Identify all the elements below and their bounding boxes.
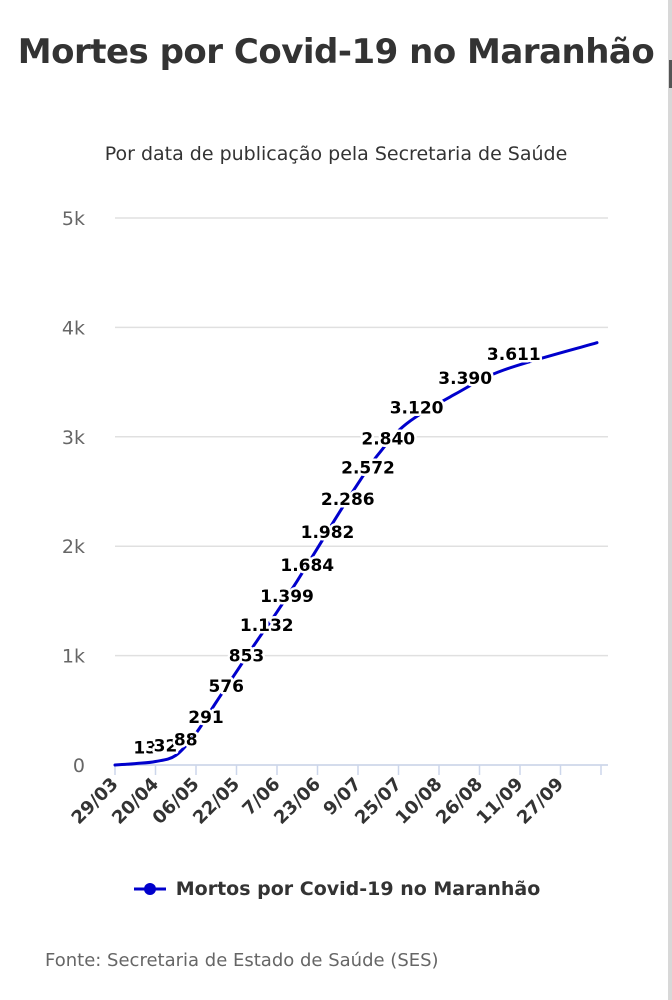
- data-label-halo: 3.611: [487, 345, 541, 365]
- data-label: 3.611: [487, 345, 541, 365]
- data-label-halo: 2.840: [361, 429, 415, 449]
- data-label: 853: [229, 647, 265, 667]
- data-label-halo: 576: [209, 677, 245, 697]
- data-label: 576: [209, 677, 245, 697]
- y-tick-label: 5k: [62, 208, 85, 230]
- data-label: 1.399: [260, 587, 314, 607]
- data-label: 2.572: [341, 459, 395, 479]
- data-label: 1.684: [280, 556, 334, 576]
- data-label: 2.286: [321, 490, 375, 510]
- data-label-halo: 88: [174, 730, 198, 750]
- data-label: 291: [188, 708, 224, 728]
- data-label: 2.840: [361, 429, 415, 449]
- data-label-halo: 1.399: [260, 587, 314, 607]
- data-label-halo: 853: [229, 647, 265, 667]
- source-note: Fonte: Secretaria de Estado de Saúde (SE…: [45, 950, 439, 971]
- y-tick-label: 1k: [62, 646, 85, 668]
- line-chart: 01k2k3k4k5k29/0320/0406/0522/057/0623/06…: [62, 208, 608, 829]
- y-tick-label: 0: [73, 755, 85, 777]
- page-edge-mark: [669, 60, 672, 88]
- data-label-halo: 1.132: [240, 616, 294, 636]
- data-label-halo: 2.286: [321, 490, 375, 510]
- data-label: 1.982: [301, 523, 355, 543]
- x-tick-label: 27/09: [513, 774, 568, 829]
- data-label-halo: 1.684: [280, 556, 334, 576]
- page-edge: [668, 0, 672, 1000]
- chart-title: Mortes por Covid-19 no Maranhão: [17, 32, 655, 72]
- legend-label: Mortos por Covid-19 no Maranhão: [175, 878, 541, 900]
- y-tick-label: 4k: [62, 317, 85, 339]
- data-label-halo: 3.120: [390, 399, 444, 419]
- y-tick-label: 3k: [62, 427, 85, 449]
- data-label-halo: 13: [133, 739, 157, 759]
- data-label-halo: 32: [154, 736, 178, 756]
- y-tick-label: 2k: [62, 536, 85, 558]
- data-label-halo: 2.572: [341, 459, 395, 479]
- data-label: 13: [133, 739, 157, 759]
- x-tick-label: 23/06: [270, 774, 325, 829]
- data-label: 3.390: [438, 369, 492, 389]
- x-tick-label: 22/05: [189, 774, 244, 829]
- data-label: 3.120: [390, 399, 444, 419]
- data-label-halo: 291: [188, 708, 224, 728]
- series-line: [113, 341, 599, 767]
- data-label: 88: [174, 730, 198, 750]
- legend-line-symbol: [133, 883, 166, 895]
- data-label-halo: 3.390: [438, 369, 492, 389]
- data-label: 1.132: [240, 616, 294, 636]
- chart-legend[interactable]: Mortos por Covid-19 no Maranhão: [0, 878, 672, 900]
- chart-subtitle: Por data de publicação pela Secretaria d…: [104, 143, 568, 165]
- data-label: 32: [154, 736, 178, 756]
- data-label-halo: 1.982: [301, 523, 355, 543]
